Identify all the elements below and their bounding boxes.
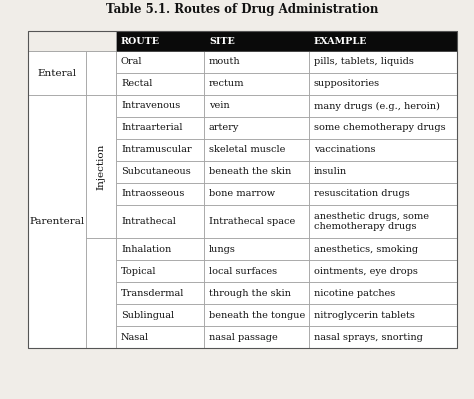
Bar [116,73,204,95]
Bar [309,205,457,238]
Bar [309,260,457,282]
Bar [116,139,204,161]
Bar [204,73,309,95]
Bar [116,31,457,51]
Bar [28,51,86,95]
Text: Intrathecal space: Intrathecal space [209,217,295,226]
Text: skeletal muscle: skeletal muscle [209,146,285,154]
Bar [309,73,457,95]
Text: ROUTE: ROUTE [121,36,160,45]
Bar [116,95,204,117]
Text: Subcutaneous: Subcutaneous [121,168,191,176]
Text: mouth: mouth [209,57,241,67]
Text: nicotine patches: nicotine patches [314,288,395,298]
Text: Oral: Oral [121,57,143,67]
Bar [204,282,309,304]
Text: resuscitation drugs: resuscitation drugs [314,190,410,198]
Text: local surfaces: local surfaces [209,267,277,275]
Text: Intraosseous: Intraosseous [121,190,184,198]
Bar [86,238,116,348]
Bar [309,238,457,260]
Bar [204,326,309,348]
Bar [116,117,204,139]
Bar [204,304,309,326]
Bar [204,260,309,282]
Text: EXAMPLE: EXAMPLE [314,36,367,45]
Text: suppositories: suppositories [314,79,380,89]
Bar [204,51,309,73]
Bar [309,326,457,348]
Bar [309,161,457,183]
Text: Intravenous: Intravenous [121,101,180,111]
Text: ointments, eye drops: ointments, eye drops [314,267,418,275]
Text: Topical: Topical [121,267,156,275]
Bar [28,31,457,348]
Text: Parenteral: Parenteral [29,217,85,226]
Bar [309,139,457,161]
Bar [116,161,204,183]
Bar [28,31,116,51]
Text: Intrathecal: Intrathecal [121,217,176,226]
Text: Table 5.1. Routes of Drug Administration: Table 5.1. Routes of Drug Administration [106,2,379,16]
Text: SITE: SITE [209,36,235,45]
Text: many drugs (e.g., heroin): many drugs (e.g., heroin) [314,101,440,111]
Bar [86,51,116,95]
Bar [116,304,204,326]
Text: pills, tablets, liquids: pills, tablets, liquids [314,57,414,67]
Bar [116,183,204,205]
Text: insulin: insulin [314,168,347,176]
Bar [204,139,309,161]
Text: artery: artery [209,124,239,132]
Text: Injection: Injection [97,143,106,190]
Text: lungs: lungs [209,245,236,253]
Bar [28,31,86,51]
Bar [309,282,457,304]
Text: through the skin: through the skin [209,288,291,298]
Bar [116,205,204,238]
Text: Intramuscular: Intramuscular [121,146,191,154]
Bar [309,304,457,326]
Bar [86,95,116,238]
Text: Enteral: Enteral [37,69,77,77]
Text: rectum: rectum [209,79,245,89]
Bar [204,161,309,183]
Bar [116,282,204,304]
Text: nitroglycerin tablets: nitroglycerin tablets [314,310,415,320]
Bar [204,238,309,260]
Text: vein: vein [209,101,229,111]
Text: anesthetic drugs, some: anesthetic drugs, some [314,212,429,221]
Text: Transdermal: Transdermal [121,288,184,298]
Text: Rectal: Rectal [121,79,152,89]
Bar [204,117,309,139]
Text: nasal passage: nasal passage [209,332,278,342]
Text: bone marrow: bone marrow [209,190,275,198]
Text: anesthetics, smoking: anesthetics, smoking [314,245,418,253]
Text: beneath the skin: beneath the skin [209,168,291,176]
Bar [28,95,86,348]
Text: vaccinations: vaccinations [314,146,375,154]
Bar [116,326,204,348]
Text: beneath the tongue: beneath the tongue [209,310,305,320]
Text: Intraarterial: Intraarterial [121,124,182,132]
Bar [116,51,204,73]
Text: some chemotherapy drugs: some chemotherapy drugs [314,124,446,132]
Bar [309,183,457,205]
Text: chemotherapy drugs: chemotherapy drugs [314,222,417,231]
Bar [309,95,457,117]
Text: Inhalation: Inhalation [121,245,171,253]
Text: Nasal: Nasal [121,332,149,342]
Bar [309,51,457,73]
Bar [204,183,309,205]
Bar [116,260,204,282]
Bar [86,31,116,51]
Bar [116,238,204,260]
Bar [204,205,309,238]
Text: Sublingual: Sublingual [121,310,174,320]
Text: nasal sprays, snorting: nasal sprays, snorting [314,332,423,342]
Bar [309,117,457,139]
Bar [204,95,309,117]
